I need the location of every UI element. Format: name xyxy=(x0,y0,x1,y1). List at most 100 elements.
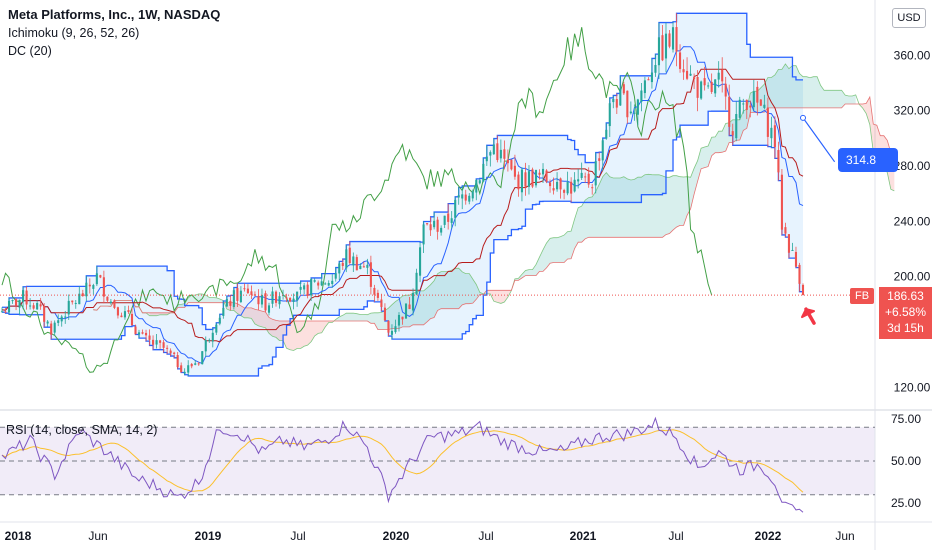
candle-body xyxy=(549,182,552,187)
candle-body xyxy=(429,224,432,231)
candle-body xyxy=(731,131,734,136)
candle-body xyxy=(404,303,408,319)
candle-body xyxy=(15,299,18,306)
donchian-indicator-label[interactable]: DC (20) xyxy=(8,44,52,58)
candle-body xyxy=(162,342,165,348)
bar-countdown: 3d 15h xyxy=(887,321,924,335)
candle-body xyxy=(285,297,288,299)
candle-body xyxy=(310,279,313,296)
candle-body xyxy=(53,322,56,333)
candle-body xyxy=(278,296,281,305)
candle-body xyxy=(218,317,221,324)
candle-body xyxy=(633,112,636,114)
candle-body xyxy=(348,247,351,264)
candle-body xyxy=(102,277,105,297)
candle-body xyxy=(362,266,365,268)
candle-body xyxy=(120,315,123,318)
senkou-span-a xyxy=(93,63,895,351)
candle-body xyxy=(271,291,274,304)
candle-body xyxy=(454,199,457,218)
kumo-bullish xyxy=(514,63,856,281)
candle-body xyxy=(492,144,495,155)
candle-body xyxy=(629,111,632,114)
candle-body xyxy=(383,307,386,321)
candle-body xyxy=(415,272,418,295)
candle-body xyxy=(485,156,488,162)
candle-body xyxy=(296,291,299,301)
candle-body xyxy=(538,172,541,175)
kumo-bearish xyxy=(226,302,333,351)
candle-body xyxy=(264,293,267,311)
ichimoku-indicator-label[interactable]: Ichimoku (9, 26, 52, 26) xyxy=(8,26,140,40)
candle-body xyxy=(211,332,214,342)
donchian-upper xyxy=(2,12,803,331)
candle-body xyxy=(735,114,738,139)
candle-body xyxy=(141,332,144,334)
candle-body xyxy=(682,69,685,73)
candle-body xyxy=(127,310,130,313)
candle-body xyxy=(74,302,77,304)
candle-body xyxy=(176,355,179,368)
price-tick-label: 280.00 xyxy=(894,159,931,173)
candle-body xyxy=(338,263,341,274)
candle-body xyxy=(738,99,741,118)
candle-body xyxy=(496,143,499,161)
candle-body xyxy=(67,300,70,315)
candle-body xyxy=(506,159,509,164)
time-tick-label: Jul xyxy=(290,529,305,543)
candle-body xyxy=(714,79,717,94)
candle-body xyxy=(39,304,42,307)
candle-body xyxy=(355,257,358,271)
candle-body xyxy=(299,286,302,290)
candle-body xyxy=(11,300,14,302)
projection-price-tag: 314.8 xyxy=(838,148,898,172)
candle-body xyxy=(510,159,513,170)
candle-body xyxy=(534,169,538,186)
candle-body xyxy=(180,365,183,373)
candle-body xyxy=(327,283,330,286)
candle-body xyxy=(352,256,355,266)
candle-body xyxy=(201,351,204,365)
candle-body xyxy=(109,301,112,303)
candle-body xyxy=(260,295,264,305)
candle-body xyxy=(197,363,200,365)
candle-body xyxy=(18,299,21,308)
candle-body xyxy=(763,104,766,108)
candle-body xyxy=(601,140,604,161)
kumo-bullish xyxy=(174,293,224,313)
currency-badge[interactable]: USD xyxy=(892,8,926,28)
rsi-tick-label: 25.00 xyxy=(891,496,921,510)
time-tick-label: 2022 xyxy=(755,529,782,543)
candle-body xyxy=(436,219,439,232)
candle-body xyxy=(794,251,798,267)
price-tick-label: 360.00 xyxy=(894,48,931,62)
candle-body xyxy=(123,311,127,318)
candle-body xyxy=(577,179,580,182)
rsi-band-fill xyxy=(0,427,875,495)
candle-body xyxy=(693,77,696,80)
time-tick-label: Jun xyxy=(835,529,854,543)
candle-body xyxy=(587,173,590,185)
symbol-title[interactable]: Meta Platforms, Inc., 1W, NASDAQ xyxy=(8,7,221,22)
chart-legend: Meta Platforms, Inc., 1W, NASDAQ Ichimok… xyxy=(8,6,220,60)
candle-body xyxy=(408,304,411,310)
candle-body xyxy=(461,194,464,199)
candle-body xyxy=(0,311,4,313)
candle-body xyxy=(155,340,158,345)
candle-body xyxy=(608,103,611,127)
candle-body xyxy=(524,172,527,187)
candle-body xyxy=(169,350,172,354)
candle-body xyxy=(622,84,625,94)
candle-body xyxy=(243,288,246,290)
candle-body xyxy=(742,103,745,105)
rsi-indicator-label[interactable]: RSI (14, close, SMA, 14, 2) xyxy=(6,423,158,437)
candle-body xyxy=(643,80,646,94)
candle-body xyxy=(545,170,548,182)
candle-body xyxy=(215,324,218,333)
price-tick-label: 120.00 xyxy=(894,380,931,394)
candle-body xyxy=(591,187,594,189)
candle-body xyxy=(784,227,787,234)
candle-body xyxy=(671,27,675,50)
